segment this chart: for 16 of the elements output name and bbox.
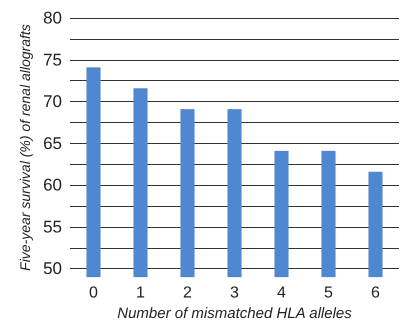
x-axis-title: Number of mismatched HLA alleles	[117, 305, 352, 322]
x-tick-label: 1	[136, 284, 146, 302]
y-tick-label: 60	[43, 176, 62, 195]
x-tick-label: 4	[277, 284, 286, 302]
y-tick-label: 55	[43, 217, 62, 236]
x-tick-label: 0	[89, 284, 98, 302]
x-tick-label: 6	[371, 284, 380, 302]
x-tick-label: 3	[230, 284, 240, 302]
y-tick-label: 70	[43, 92, 62, 112]
y-tick-label: 65	[43, 134, 62, 153]
x-tick-label: 2	[183, 284, 192, 302]
y-tick-label: 75	[43, 50, 62, 70]
y-tick-label: 50	[43, 259, 62, 278]
y-axis-title: Five-year survival (%) of renal allografts	[17, 24, 33, 271]
y-tick-label: 80	[43, 8, 62, 28]
x-tick-label: 5	[324, 284, 334, 302]
